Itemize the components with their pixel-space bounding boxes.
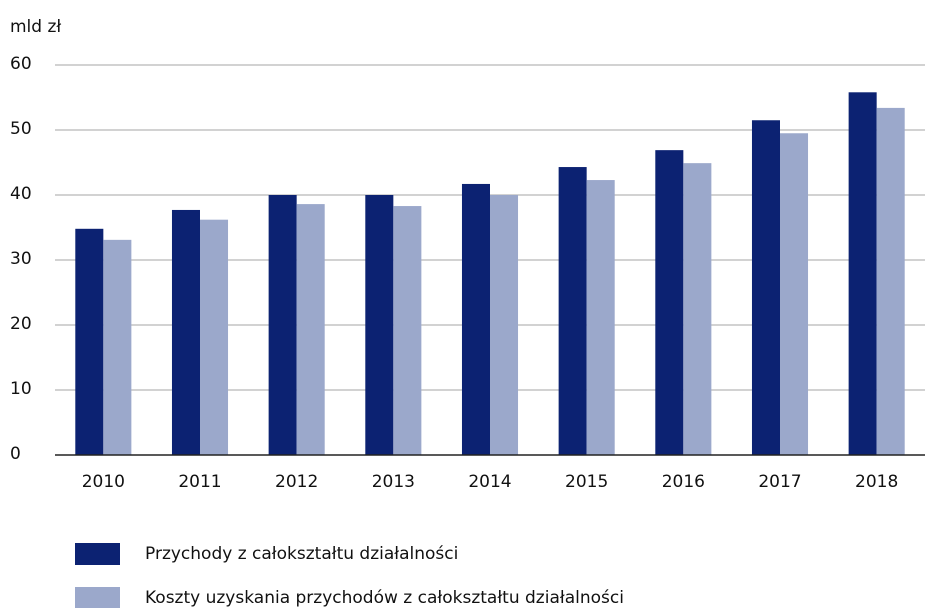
y-tick-label: 10 (10, 379, 32, 399)
y-tick-label: 30 (10, 249, 32, 269)
bar (876, 107, 905, 456)
legend-swatch (75, 587, 120, 608)
y-tick-label: 20 (10, 314, 32, 334)
x-tick-label: 2010 (82, 472, 125, 492)
y-tick-label: 40 (10, 184, 32, 204)
bar (365, 195, 394, 455)
y-tick-label: 50 (10, 119, 32, 139)
bar (558, 167, 587, 456)
x-tick-label: 2017 (758, 472, 801, 492)
legend-label: Koszty uzyskania przychodów z całokształ… (145, 588, 624, 608)
bar (780, 133, 809, 455)
bar (655, 150, 684, 455)
bar (268, 195, 297, 455)
x-tick-label: 2016 (662, 472, 705, 492)
y-axis-label: mld zł (10, 17, 61, 37)
bar (490, 195, 519, 455)
y-tick-label: 60 (10, 54, 32, 74)
bar (683, 163, 712, 455)
legend-swatch (75, 543, 120, 565)
bar (75, 228, 104, 455)
x-tick-label: 2011 (178, 472, 221, 492)
bar (461, 183, 490, 455)
y-tick-label: 0 (10, 444, 21, 464)
x-tick-label: 2013 (372, 472, 415, 492)
bar (200, 219, 229, 455)
bar (586, 180, 615, 456)
bar (393, 206, 422, 455)
x-tick-label: 2015 (565, 472, 608, 492)
bar (296, 204, 325, 455)
bar (171, 209, 200, 455)
x-tick-label: 2014 (468, 472, 511, 492)
x-tick-label: 2012 (275, 472, 318, 492)
bar (103, 239, 132, 455)
bar (751, 120, 780, 455)
bar (848, 92, 877, 456)
legend-label: Przychody z całokształtu działalności (145, 544, 458, 564)
x-tick-label: 2018 (855, 472, 898, 492)
